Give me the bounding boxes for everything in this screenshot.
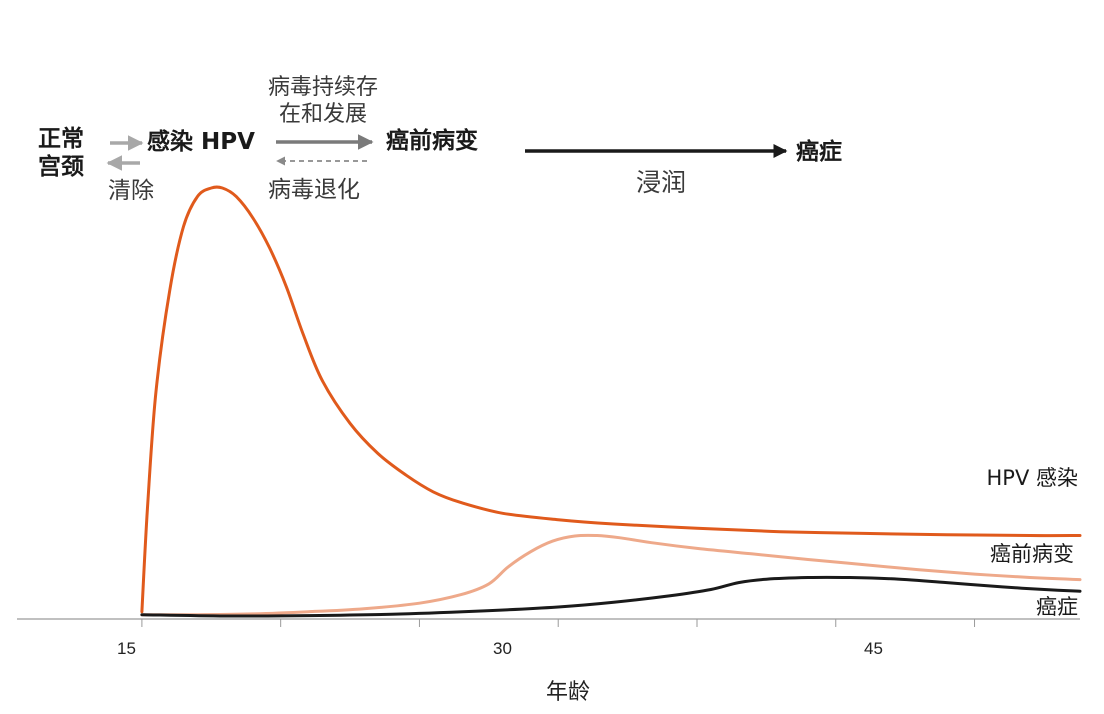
- series-label-cancer: 癌症: [1036, 595, 1078, 619]
- x-tick-label-15: 15: [117, 639, 136, 658]
- x-tick-label-45: 45: [864, 639, 883, 658]
- label-regress: 病毒退化: [268, 177, 360, 203]
- x-axis-title: 年龄: [546, 680, 591, 705]
- stage-normal-cervix-line-1: 正常: [38, 126, 84, 152]
- label-persist-line-1: 病毒持续存: [267, 75, 378, 100]
- label-clear: 清除: [108, 178, 154, 204]
- series-lines: [140, 185, 1082, 618]
- x-axis-ticks: [141, 619, 976, 627]
- stage-normal-cervix: 正常 宫颈: [38, 125, 84, 181]
- label-persist-line-2: 在和发展: [278, 102, 367, 127]
- series-label-hpv: HPV 感染: [986, 466, 1079, 490]
- label-invasion: 浸润: [636, 168, 687, 197]
- stage-precancer: 癌前病变: [386, 128, 478, 154]
- label-persist: 病毒持续存 在和发展: [250, 74, 396, 128]
- stage-normal-cervix-line-2: 宫颈: [38, 154, 84, 180]
- stage-hpv-infection: 感染 HPV: [147, 129, 255, 155]
- series-line-cancer: [140, 575, 1082, 618]
- series-label-precancer: 癌前病变: [990, 542, 1074, 566]
- series-line-precancer: [140, 533, 1082, 617]
- stage-cancer: 癌症: [796, 139, 842, 165]
- series-line-hpv: [140, 185, 1082, 614]
- x-tick-label-30: 30: [493, 639, 512, 658]
